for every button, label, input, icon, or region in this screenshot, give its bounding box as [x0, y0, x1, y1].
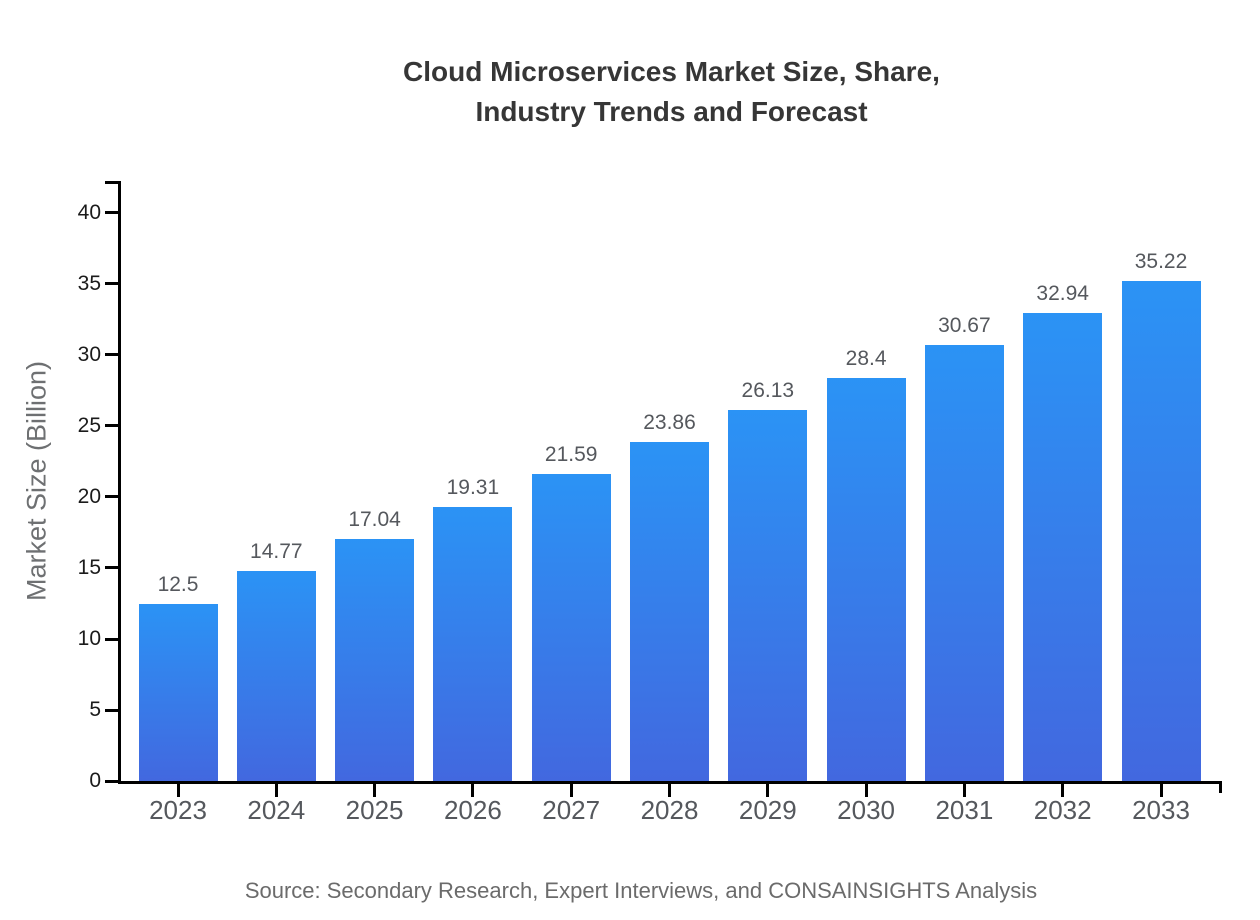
y-tick	[105, 353, 118, 357]
x-tick	[176, 784, 180, 797]
x-tick	[569, 784, 573, 797]
y-tick-label: 20	[77, 484, 101, 508]
y-tick-label: 15	[77, 555, 101, 579]
bar-value-label: 30.67	[938, 314, 991, 338]
bar-value-label: 17.04	[348, 508, 401, 532]
bar-2027	[531, 474, 611, 781]
y-tick	[105, 495, 118, 499]
x-tick	[1159, 784, 1163, 797]
y-tick-label: 5	[89, 698, 101, 721]
x-tick	[373, 784, 377, 797]
x-category-label: 2030	[837, 795, 896, 825]
x-category-label: 2023	[149, 795, 207, 825]
bar-2023	[138, 603, 218, 781]
y-tick	[105, 637, 118, 641]
chart-title-line1: Cloud Microservices Market Size, Share,	[403, 56, 940, 87]
bar-value-label: 14.77	[250, 540, 303, 564]
bar-value-label: 26.13	[741, 378, 795, 402]
x-tick	[1061, 784, 1065, 797]
y-axis-end-cap	[105, 181, 118, 184]
x-category-label: 2032	[1033, 795, 1092, 825]
y-tick-label: 40	[77, 200, 101, 224]
y-tick	[105, 566, 118, 570]
bar-value-label: 19.31	[446, 475, 500, 499]
bar-value-label: 21.59	[544, 443, 598, 467]
bar-2030	[826, 377, 906, 781]
bar-2025	[335, 539, 415, 781]
x-category-label: 2029	[738, 795, 797, 825]
bar-2026	[433, 506, 513, 781]
x-axis-line	[118, 781, 1222, 784]
source-note: Source: Secondary Research, Expert Inter…	[244, 878, 1038, 903]
y-tick	[105, 708, 118, 712]
x-category-label: 2031	[935, 795, 994, 825]
x-axis-end-cap	[1219, 784, 1222, 793]
x-tick	[962, 784, 966, 797]
chart-title-line2: Industry Trends and Forecast	[475, 96, 868, 127]
y-tick-label: 30	[77, 342, 101, 366]
bar-value-label: 12.5	[157, 572, 199, 596]
y-tick-label: 10	[77, 627, 101, 650]
bar-value-label: 28.4	[845, 346, 887, 370]
bar-2029	[728, 409, 808, 781]
x-category-label: 2027	[542, 795, 601, 825]
bar-value-label: 32.94	[1036, 282, 1089, 306]
x-category-label: 2024	[247, 795, 306, 825]
bar-2033	[1121, 280, 1201, 781]
y-tick-label: 25	[77, 413, 101, 437]
x-category-label: 2026	[443, 795, 502, 825]
x-tick	[766, 784, 770, 797]
bar-2028	[630, 442, 709, 781]
x-tick	[274, 784, 278, 797]
y-axis-line	[118, 181, 121, 784]
y-tick-label: 35	[77, 271, 101, 295]
x-tick	[864, 784, 868, 797]
x-category-label: 2033	[1132, 795, 1190, 825]
chart-title: Cloud Microservices Market Size, Share, …	[121, 52, 1222, 132]
bar-value-label: 35.22	[1134, 249, 1188, 273]
y-tick	[105, 424, 118, 428]
bar-2024	[236, 571, 316, 781]
bar-2032	[1023, 313, 1103, 781]
bar-2031	[924, 345, 1004, 781]
x-category-label: 2028	[640, 795, 699, 825]
y-tick	[105, 779, 118, 783]
x-tick	[471, 784, 475, 797]
bar-value-label: 23.86	[643, 411, 696, 435]
x-tick	[668, 784, 671, 797]
y-tick	[105, 282, 118, 286]
plot-area: 0 5 10 15 20 25 30 35 40 12.5 2023 14.77 2024 17.04 20…	[78, 181, 1222, 825]
y-tick	[105, 211, 118, 215]
x-category-label: 2025	[345, 795, 404, 825]
y-tick-label: 0	[89, 769, 101, 792]
